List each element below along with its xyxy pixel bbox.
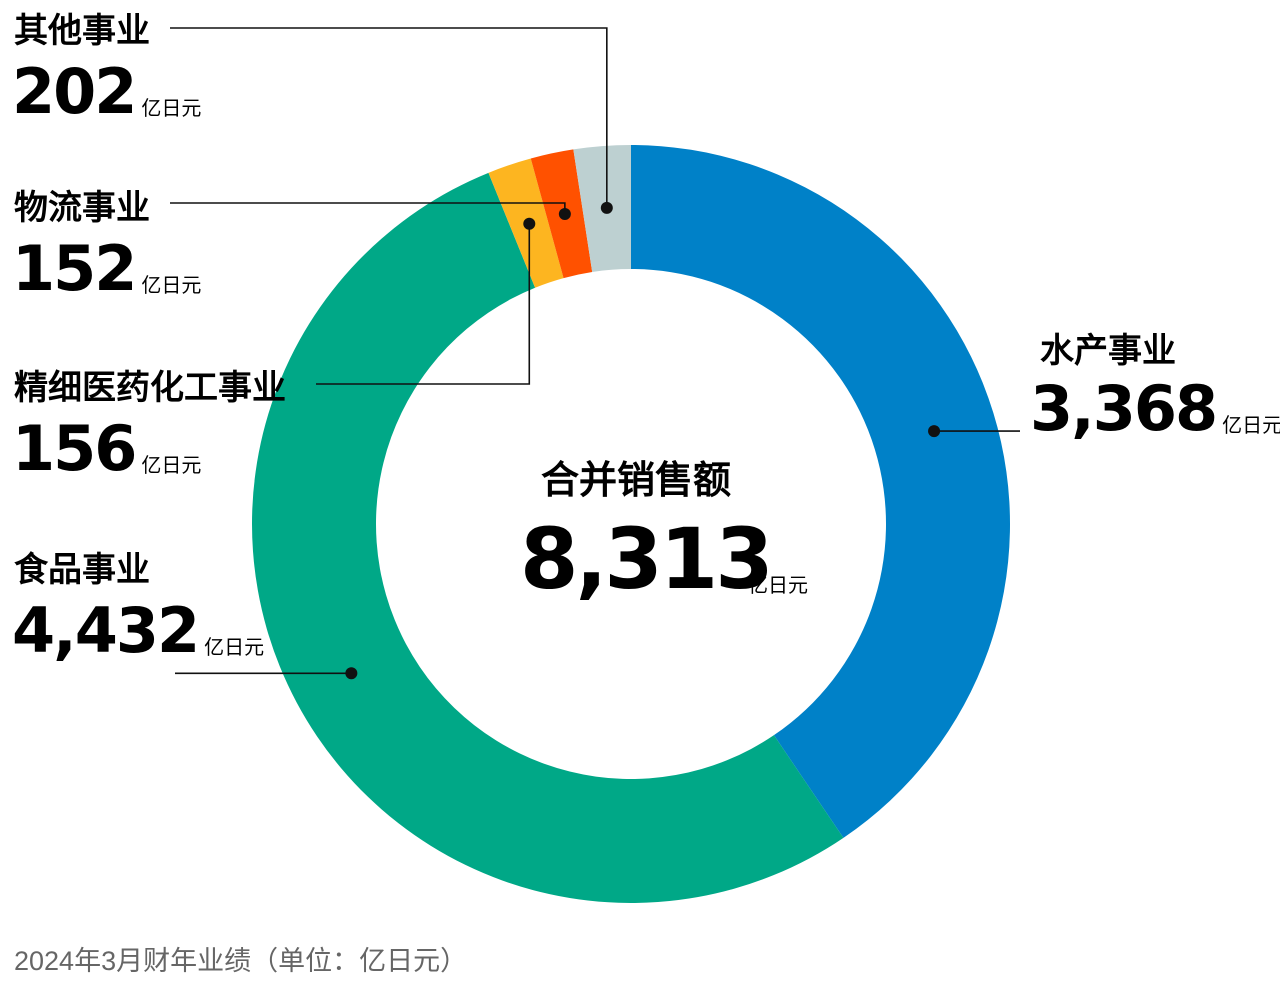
leader-dot-logistics	[558, 207, 571, 220]
label-unit-aquaculture: 亿日元	[1222, 413, 1280, 437]
label-unit-other: 亿日元	[141, 96, 201, 120]
leader-dot-food	[345, 667, 358, 680]
leader-lines	[170, 27, 1020, 680]
label-unit-food: 亿日元	[204, 635, 264, 659]
center-total-value: 8,313	[520, 510, 771, 608]
footnote: 2024年3月财年业绩（单位：亿日元）	[14, 946, 467, 976]
label-name-food: 食品事业	[14, 550, 150, 590]
center-title: 合并销售额	[541, 458, 731, 502]
leader-line-fine-chemicals	[316, 223, 531, 385]
leader-dot-other	[600, 201, 613, 214]
leader-dot-fine-chemicals	[523, 217, 536, 230]
label-value-logistics: 152	[12, 232, 135, 305]
center-total-unit: 亿日元	[748, 573, 808, 597]
donut-slices	[251, 145, 1010, 904]
label-name-logistics: 物流事业	[14, 188, 150, 228]
leader-dot-aquaculture	[928, 425, 941, 438]
leader-line-other	[170, 27, 608, 208]
label-value-other: 202	[12, 55, 135, 128]
slice-aquaculture	[631, 145, 1010, 838]
label-unit-fine-chemicals: 亿日元	[141, 453, 201, 477]
label-value-fine-chemicals: 156	[12, 412, 135, 485]
center-total: 合并销售额 8,313 亿日元	[520, 458, 808, 608]
label-value-food: 4,432	[12, 594, 198, 667]
label-name-aquaculture: 水产事业	[1040, 331, 1176, 371]
label-name-fine-chemicals: 精细医药化工事业	[14, 368, 286, 408]
label-name-other: 其他事业	[14, 11, 150, 51]
slice-food	[251, 172, 844, 904]
label-unit-logistics: 亿日元	[141, 273, 201, 297]
label-value-aquaculture: 3,368	[1030, 372, 1216, 445]
